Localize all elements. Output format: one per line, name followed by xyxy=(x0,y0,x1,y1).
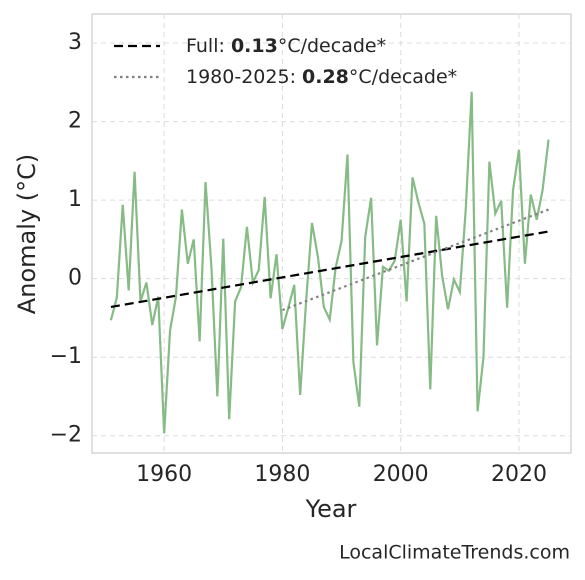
x-axis-label: Year xyxy=(305,495,357,523)
legend-label: 1980-2025: 0.28°C/decade* xyxy=(186,66,457,88)
y-axis-label: Anomaly (°C) xyxy=(13,154,41,314)
x-tick-label: 2000 xyxy=(373,462,429,487)
legend-rate: 0.13 xyxy=(231,35,278,57)
y-tick-label: 0 xyxy=(68,266,82,291)
legend-prefix: 1980-2025: xyxy=(186,66,302,88)
legend-label: Full: 0.13°C/decade* xyxy=(186,35,386,57)
legend-prefix: Full: xyxy=(186,35,231,57)
line xyxy=(110,230,549,309)
line xyxy=(109,91,550,434)
watermark: LocalClimateTrends.com xyxy=(339,542,570,564)
legend-suffix: °C/decade* xyxy=(278,35,386,57)
legend-suffix: °C/decade* xyxy=(349,66,457,88)
x-tick-label: 2020 xyxy=(491,462,547,487)
y-tick-label: 3 xyxy=(68,30,82,55)
y-tick-label: 2 xyxy=(68,109,82,134)
plot-frame xyxy=(91,13,572,454)
x-tick-label: 1960 xyxy=(136,462,192,487)
legend-rate: 0.28 xyxy=(302,66,349,88)
y-tick-label: −2 xyxy=(50,423,82,448)
y-tick-label: 1 xyxy=(68,187,82,212)
x-tick-label: 1980 xyxy=(254,462,310,487)
y-tick-label: −1 xyxy=(50,344,82,369)
